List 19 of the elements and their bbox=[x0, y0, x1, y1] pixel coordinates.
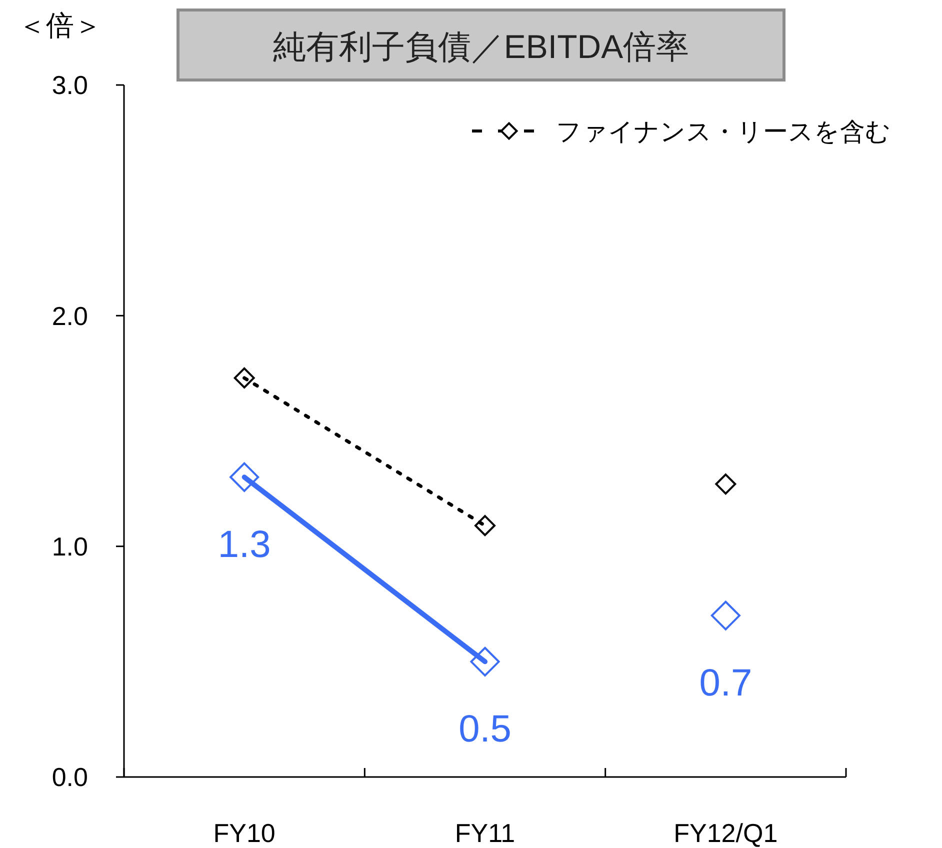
x-tick-label: FY10 bbox=[213, 818, 276, 848]
data-label: 0.7 bbox=[699, 662, 752, 705]
y-tick-label: 2.0 bbox=[52, 300, 88, 331]
point bbox=[715, 474, 736, 495]
legend-label: ファイナンス・リースを含む bbox=[556, 118, 891, 146]
point bbox=[474, 515, 496, 536]
x-tick-label: FY12/Q1 bbox=[674, 818, 778, 848]
y-axis-title: ＜倍＞ bbox=[18, 10, 102, 41]
chart-title: 純有利子負債／EBITDA倍率 bbox=[272, 28, 690, 65]
y-tick-label: 1.0 bbox=[52, 531, 88, 562]
point bbox=[470, 646, 500, 676]
point bbox=[230, 462, 260, 492]
y-tick-label: 0.0 bbox=[52, 762, 88, 792]
x-tick-label: FY11 bbox=[454, 818, 516, 848]
point bbox=[710, 600, 740, 630]
point bbox=[234, 367, 255, 388]
data-label: 0.5 bbox=[458, 708, 512, 751]
data-label: 1.3 bbox=[218, 524, 271, 566]
y-tick-label: 3.0 bbox=[52, 70, 88, 100]
